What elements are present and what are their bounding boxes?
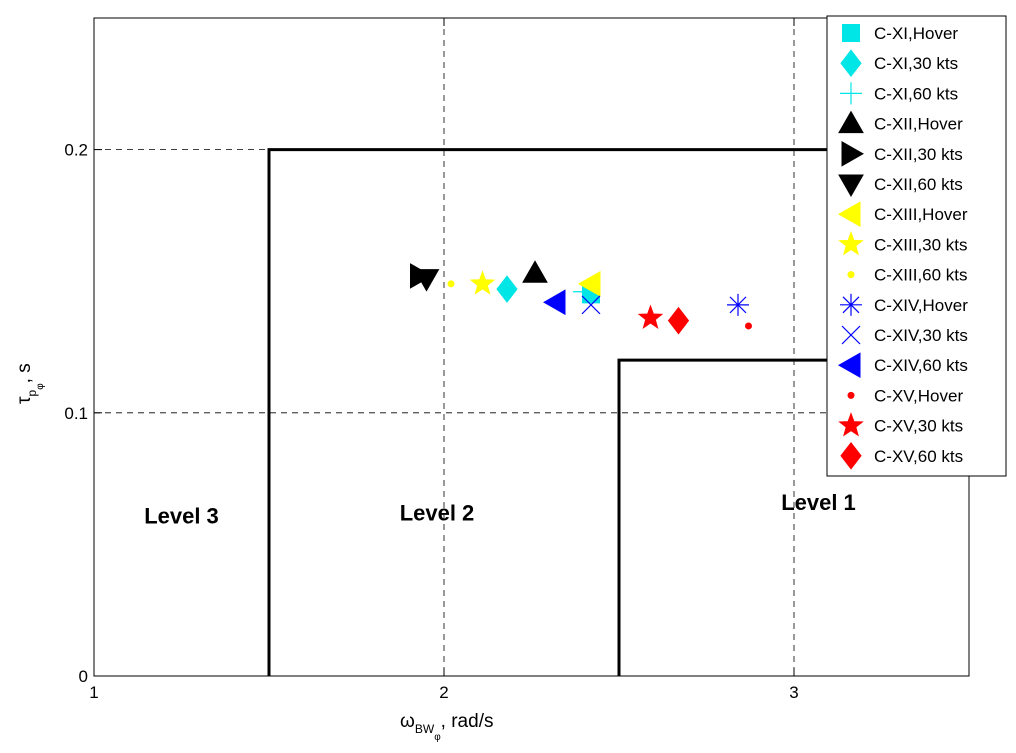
- data-point: [577, 270, 601, 297]
- x-axis-label-main: ω: [400, 711, 415, 732]
- region-labels: Level 3 Level 2 Level 1: [144, 490, 856, 528]
- region-label: Level 3: [144, 503, 219, 528]
- legend-label: C-XIV,30 kts: [874, 326, 968, 345]
- data-point: [413, 269, 440, 292]
- legend-marker: [840, 82, 862, 105]
- legend-marker: [837, 201, 861, 228]
- region-label: Level 2: [400, 501, 475, 526]
- data-point: [727, 293, 749, 316]
- legend-marker: [841, 140, 865, 167]
- legend-label: C-XI,30 kts: [874, 54, 958, 73]
- x-axis-label: ωBWφ, rad/s: [400, 711, 493, 743]
- data-points: [410, 260, 752, 335]
- data-point: [745, 322, 752, 330]
- y-axis-label-main: τ: [14, 396, 35, 404]
- data-point: [581, 295, 601, 315]
- legend-marker: [847, 391, 855, 399]
- y-axis-label: τpφ, s: [14, 363, 46, 404]
- legend-marker: [841, 325, 861, 345]
- legend-label: C-XII,60 kts: [874, 175, 963, 194]
- legend-marker: [838, 174, 864, 198]
- y-tick-label: 0: [79, 667, 88, 686]
- x-tick-label: 2: [439, 683, 448, 702]
- legend-label: C-XII,Hover: [874, 115, 963, 134]
- data-point: [469, 270, 496, 295]
- legend-label: C-XV,60 kts: [874, 447, 963, 466]
- data-point: [496, 275, 518, 303]
- legend-label: C-XIV,60 kts: [874, 356, 968, 375]
- y-tick-label: 0.1: [64, 404, 88, 423]
- legend-box: [826, 15, 1007, 477]
- region-label: Level 1: [781, 490, 856, 515]
- data-point: [447, 280, 455, 288]
- legend: C-XI,Hover C-XI,30 kts C-XI,60 kts C-XII,Ho…: [826, 15, 1007, 477]
- legend-marker: [838, 110, 864, 134]
- y-axis-label-subsub: φ: [35, 383, 46, 390]
- legend-label: C-XV,30 kts: [874, 417, 963, 436]
- level-boundary-line: [267, 148, 969, 676]
- legend-marker: [838, 230, 864, 256]
- legend-marker: [842, 24, 860, 42]
- x-axis-label-sub: BW: [415, 722, 435, 736]
- legend-label: C-XIII,30 kts: [874, 235, 968, 254]
- axis-ticks: 1 2 3 0 0.1 0.2: [64, 18, 969, 702]
- legend-label: C-XI,Hover: [874, 24, 958, 43]
- legend-marker: [837, 352, 861, 379]
- data-point: [522, 260, 548, 283]
- data-point: [667, 306, 690, 335]
- legend-marker: [840, 49, 862, 78]
- data-point: [542, 289, 566, 316]
- x-tick-label: 3: [789, 683, 798, 702]
- legend-marker: [847, 271, 855, 279]
- x-tick-label: 1: [89, 683, 98, 702]
- legend-label: C-XIII,Hover: [874, 205, 968, 224]
- x-axis-label-subsub: φ: [434, 732, 441, 743]
- y-tick-label: 0.2: [64, 141, 88, 160]
- y-axis-label-rest: , s: [14, 363, 35, 383]
- legend-marker: [838, 412, 864, 437]
- legend-label: C-XIV,Hover: [874, 296, 968, 315]
- legend-label: C-XII,30 kts: [874, 145, 963, 164]
- data-point: [637, 304, 664, 329]
- y-axis-label-sub: p: [25, 389, 39, 396]
- plot-area: [94, 18, 969, 676]
- legend-label: C-XV,Hover: [874, 386, 963, 405]
- x-axis-label-rest: , rad/s: [441, 711, 494, 732]
- legend-marker: [840, 293, 862, 316]
- legend-label: C-XIII,60 kts: [874, 266, 968, 285]
- legend-label: C-XI,60 kts: [874, 84, 958, 103]
- legend-marker: [840, 441, 862, 470]
